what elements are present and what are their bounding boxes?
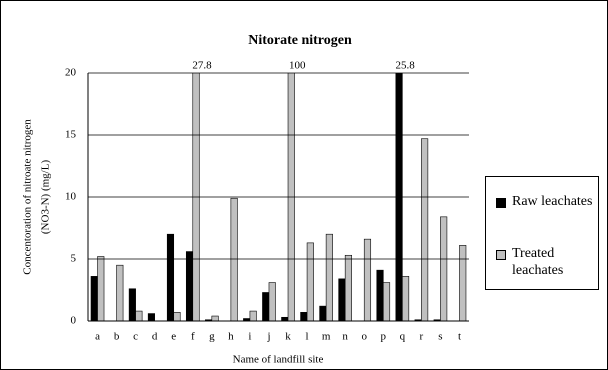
bar <box>325 233 333 322</box>
x-tick-label: p <box>381 331 387 343</box>
x-tick-label: d <box>152 331 158 343</box>
bar <box>166 233 175 322</box>
x-tick-label: h <box>228 331 234 343</box>
y-tick-label: 10 <box>65 191 77 203</box>
x-tick-label: r <box>420 331 424 343</box>
bar <box>421 138 429 322</box>
y-tick-label: 20 <box>65 67 77 79</box>
bar <box>147 313 155 322</box>
y-tick-label: 0 <box>71 315 77 327</box>
bar <box>402 276 410 322</box>
x-tick-label: m <box>322 331 331 343</box>
value-label: 27.8 <box>192 60 212 72</box>
x-tick-label: o <box>361 331 367 343</box>
x-tick-label: n <box>342 331 348 343</box>
y-axis-label: Concentoration of nitroate nitrogen <box>22 119 34 275</box>
x-tick-label: f <box>191 331 195 343</box>
value-label: 100 <box>289 60 306 72</box>
bar <box>268 282 276 322</box>
bar <box>440 216 448 322</box>
bar <box>192 73 200 322</box>
bar <box>344 254 352 322</box>
x-tick-label: a <box>95 331 100 343</box>
bar <box>300 312 308 322</box>
bar <box>376 269 384 322</box>
legend-label: Treated leachates <box>512 246 564 278</box>
legend-label: Raw leachates <box>512 194 593 209</box>
bar <box>281 316 289 322</box>
bar <box>382 282 391 322</box>
legend: Raw leachates Treated leachates <box>485 176 599 290</box>
x-tick-label: e <box>171 331 176 343</box>
bar <box>173 312 181 322</box>
legend-swatch <box>496 198 506 208</box>
x-tick-label: i <box>248 331 251 343</box>
y-tick-label: 15 <box>65 129 77 141</box>
x-tick-label: g <box>209 331 215 343</box>
y-tick-label: 5 <box>71 253 77 265</box>
x-tick-label: l <box>306 331 309 343</box>
bar <box>211 315 219 322</box>
x-tick-label: s <box>438 331 442 343</box>
bar <box>459 245 467 322</box>
value-label: 25.8 <box>395 60 415 72</box>
bar <box>306 242 314 322</box>
bar <box>128 288 136 322</box>
x-axis-label: Name of landfill site <box>233 354 324 366</box>
bar <box>116 264 124 322</box>
x-tick-label: t <box>458 331 461 343</box>
x-tick-label: q <box>400 331 406 343</box>
bar <box>319 305 327 322</box>
x-tick-label: j <box>266 331 270 343</box>
bar <box>135 310 143 322</box>
bar <box>97 256 105 322</box>
bar <box>338 278 346 322</box>
bar <box>249 310 257 322</box>
bar <box>395 73 403 322</box>
y-axis-label: (NO3-N) (mg/L) <box>40 160 52 235</box>
bar <box>185 251 194 322</box>
bar <box>230 197 238 322</box>
x-tick-label: b <box>114 331 120 343</box>
chart-title: Nitorate nitrogen <box>248 33 352 48</box>
x-tick-label: k <box>285 331 291 343</box>
bar <box>363 238 372 322</box>
x-tick-label: c <box>133 331 138 343</box>
bar <box>262 292 270 322</box>
legend-swatch <box>496 250 506 260</box>
bar <box>90 276 98 322</box>
